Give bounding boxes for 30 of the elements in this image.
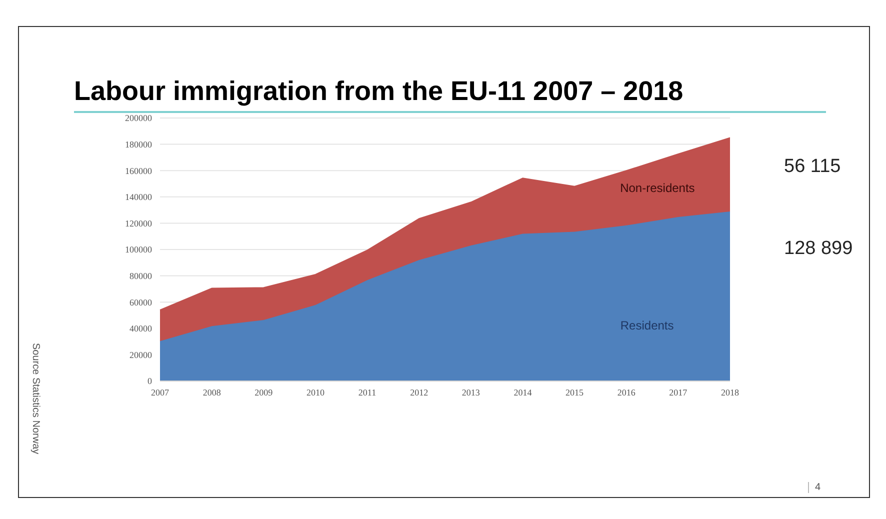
y-tick-label: 140000	[125, 192, 152, 202]
x-tick-label: 2016	[617, 387, 636, 398]
x-tick-label: 2013	[462, 387, 480, 398]
source-note: Source Statistics Norway	[30, 343, 41, 454]
y-tick-label: 100000	[125, 244, 152, 255]
x-tick-label: 2007	[151, 387, 170, 398]
x-tick-label: 2018	[721, 387, 740, 398]
text: 128 899	[784, 238, 853, 260]
x-tick-label: 2008	[202, 387, 222, 398]
y-tick-label: 120000	[125, 218, 152, 228]
x-tick-label: 2012	[410, 387, 428, 398]
x-tick-label: 2010	[306, 387, 325, 398]
x-tick-label: 2017	[669, 387, 688, 398]
series-label: Non-residents	[620, 180, 695, 195]
x-tick-label: 2015	[566, 387, 584, 398]
y-tick-label: 20000	[130, 350, 152, 360]
y-tick-label: 0	[148, 376, 152, 386]
y-tick-label: 160000	[125, 166, 152, 176]
x-tick-label: 2009	[254, 387, 274, 398]
text: 4	[808, 482, 821, 493]
y-tick-label: 180000	[125, 139, 152, 150]
chart-title: Labour immigration from the EU-11 2007 – 2018	[74, 76, 684, 107]
x-tick-label: 2011	[358, 387, 376, 398]
text: 56 115	[784, 156, 841, 178]
x-tick-label: 2014	[514, 387, 532, 398]
y-tick-label: 200000	[125, 113, 152, 124]
y-tick-label: 80000	[130, 270, 152, 281]
y-tick-label: 60000	[130, 297, 152, 308]
series-label: Residents	[620, 318, 674, 333]
y-tick-label: 40000	[130, 324, 152, 334]
